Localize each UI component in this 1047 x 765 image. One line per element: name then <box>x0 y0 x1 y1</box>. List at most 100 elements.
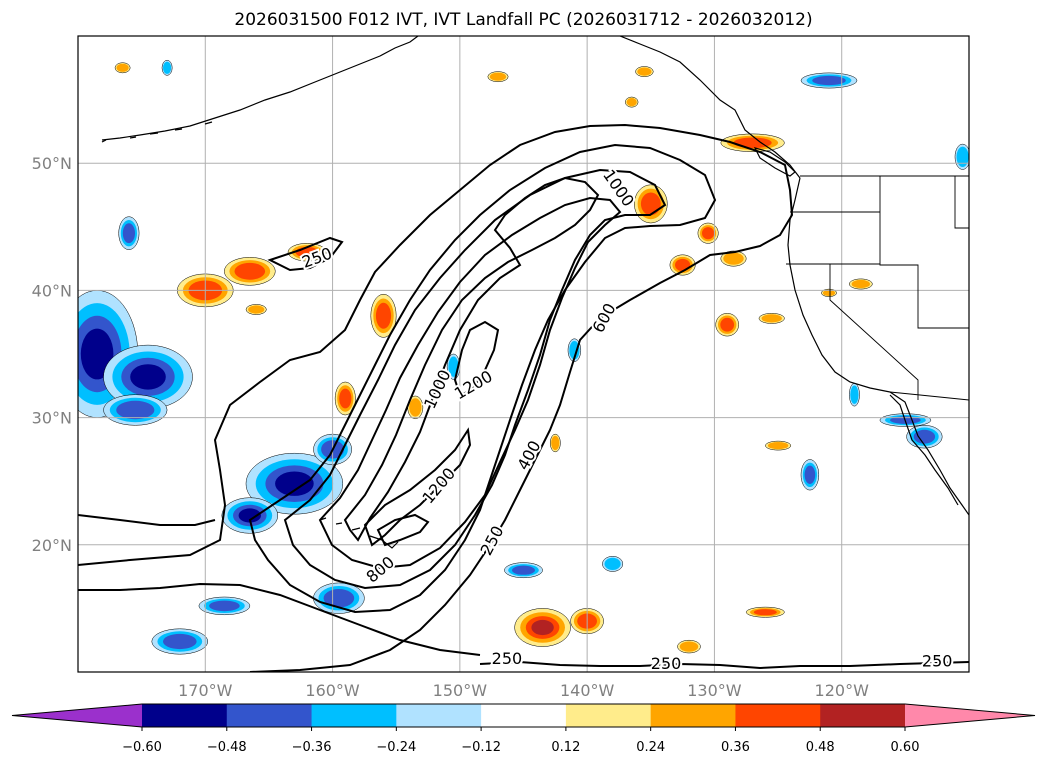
positive-pc-region-19-level-1 <box>822 289 836 296</box>
colorbar-tick-label: 0.24 <box>636 740 665 755</box>
colorbar-tick-label: −0.60 <box>122 740 162 755</box>
positive-pc-region-1-level-2 <box>234 262 266 280</box>
negative-pc-region-3-level-3 <box>275 471 314 496</box>
negative-pc-region-17-level-1 <box>604 557 621 571</box>
colorbar-tick-label: 0.36 <box>721 740 750 755</box>
negative-pc-region-2-level-2 <box>116 400 155 420</box>
positive-pc-region-22-level-1 <box>767 442 789 450</box>
negative-pc-region-6-level-2 <box>209 600 240 612</box>
lat-tick-label: 30°N <box>32 409 72 428</box>
positive-pc-region-17-level-1 <box>551 435 560 451</box>
map-frame <box>77 35 970 673</box>
negative-pc-region-16-level-2 <box>512 565 535 575</box>
colorbar-bin <box>311 704 397 727</box>
negative-pc-region-8-level-2 <box>323 589 355 608</box>
positive-pc-region-25-level-1 <box>626 98 637 107</box>
colorbar-tick-label: 0.60 <box>891 740 920 755</box>
positive-pc-region-10-level-3 <box>531 619 554 636</box>
lat-tick-label: 20°N <box>32 536 72 555</box>
lon-tick-label: 130°W <box>687 681 742 700</box>
negative-pc-region-9-level-2 <box>812 75 846 86</box>
colorbar-tick-label: −0.12 <box>461 740 501 755</box>
positive-pc-region-15-level-1 <box>679 641 699 652</box>
map-title: 2026031500 F012 IVT, IVT Landfall PC (20… <box>234 10 813 30</box>
contour-label: 250 <box>651 654 682 673</box>
alaska-panhandle-coastline <box>619 36 801 179</box>
negative-pc-region-19-level-1 <box>163 61 172 74</box>
negative-pc-region-1-level-3 <box>130 364 166 390</box>
positive-pc-region-23-level-1 <box>248 305 265 314</box>
colorbar-bin <box>820 704 906 727</box>
longitude-labels: 170°W 160°W 150°W 140°W 130°W 120°W <box>178 681 869 700</box>
negative-pc-region-18-level-1 <box>956 146 969 167</box>
positive-pc-region-14-level-2 <box>753 609 777 616</box>
lon-tick-label: 150°W <box>433 681 488 700</box>
colorbar-tick-label: 0.48 <box>806 740 835 755</box>
ivt-contour-400 <box>248 143 717 614</box>
baja-peninsula-coastline <box>889 394 959 506</box>
colorbar-bin <box>565 704 652 727</box>
colorbar-tick-label: −0.24 <box>376 740 416 755</box>
ivt-contour-core <box>376 513 430 547</box>
negative-pc-region-0-level-3 <box>80 328 114 380</box>
colorbar-bin <box>481 704 567 727</box>
vancouver-island-coastline <box>753 147 796 177</box>
negative-pc-region-7-level-2 <box>163 633 197 650</box>
contour-label: 250 <box>492 649 523 668</box>
ivt-contour-250-left-tail <box>78 514 216 526</box>
ivt-contour-1200-south <box>363 427 472 547</box>
lat-tick-label: 50°N <box>32 154 72 173</box>
positive-pc-region-3-level-2 <box>375 302 392 329</box>
latitude-labels: 20°N 30°N 40°N 50°N <box>32 154 72 555</box>
lon-tick-label: 140°W <box>560 681 615 700</box>
montana-border <box>954 176 969 229</box>
positive-pc-region-24-level-1 <box>116 63 129 72</box>
us-mexico-border <box>889 391 969 401</box>
contour-label: 250 <box>922 651 953 670</box>
ivt-contour-250-bottom <box>479 660 969 670</box>
positive-pc-region-7-level-2 <box>702 227 715 240</box>
ivt-contour-1200-north <box>453 320 500 397</box>
positive-pc-region-4-level-2 <box>339 388 352 409</box>
colorbar-bin <box>650 704 736 727</box>
negative-pc-region-11-level-2 <box>804 465 816 484</box>
idaho-border <box>879 176 969 329</box>
negative-pc-region-12-level-2 <box>913 429 936 444</box>
political-borders <box>786 175 969 401</box>
positive-pc-region-13-level-1 <box>761 314 782 323</box>
negative-pc-region-4-level-3 <box>238 508 261 523</box>
ivt-contour-250-south <box>78 582 481 656</box>
colorbar: −0.60 −0.48 −0.36 −0.24 −0.12 0.12 0.24 0.36 0.4… <box>11 703 1036 755</box>
positive-pc-region-20-level-1 <box>489 72 507 81</box>
colorbar-bin <box>396 704 482 727</box>
colorbar-bin <box>735 704 821 727</box>
ivt-contour-250-west-ar <box>267 236 344 272</box>
colorbar-tick-label: −0.36 <box>292 740 332 755</box>
colorbar-tick-label: 0.12 <box>551 740 580 755</box>
ivt-contour-250-main <box>78 123 794 672</box>
colorbar-extend-min <box>12 704 142 727</box>
lon-tick-label: 120°W <box>815 681 870 700</box>
positive-pc-region-21-level-1 <box>637 67 652 76</box>
colorbar-tick-label: −0.48 <box>207 740 247 755</box>
alaska-coastline <box>101 36 419 141</box>
aleutian-islands <box>101 121 213 143</box>
graticule <box>78 36 969 672</box>
colorbar-bin <box>142 704 228 727</box>
colorbar-extend-max <box>905 704 1035 727</box>
negative-pc-region-15-level-1 <box>569 341 580 360</box>
lon-tick-label: 170°W <box>178 681 233 700</box>
lat-tick-label: 40°N <box>32 281 72 300</box>
coastlines <box>101 36 969 549</box>
ivt-contour-800 <box>318 196 622 570</box>
lon-tick-label: 160°W <box>305 681 360 700</box>
negative-pc-region-20-level-1 <box>850 385 859 404</box>
positive-pc-region-18-level-1 <box>851 279 870 289</box>
hawaii-islands <box>319 517 399 549</box>
us-west-coastline <box>787 177 969 516</box>
positive-pc-region-5-level-2 <box>640 192 661 216</box>
positive-pc-region-8-level-1 <box>723 252 744 265</box>
nevada-border <box>829 264 919 400</box>
colorbar-bin <box>226 704 313 727</box>
